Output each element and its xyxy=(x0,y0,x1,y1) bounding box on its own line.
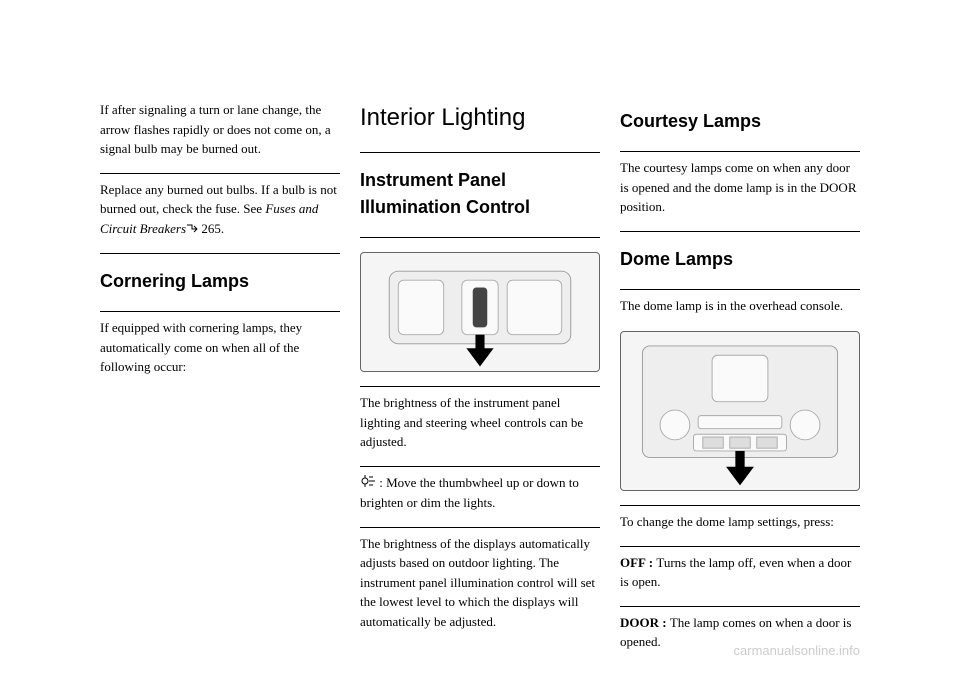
body-text: To change the dome lamp settings, press: xyxy=(620,512,860,532)
divider xyxy=(360,466,600,467)
text-fragment: : Move the thumbwheel up or down to brig… xyxy=(360,475,579,511)
body-text: Replace any burned out bulbs. If a bulb … xyxy=(100,180,340,240)
heading-cornering-lamps: Cornering Lamps xyxy=(100,268,340,295)
term-label: OFF : xyxy=(620,555,656,570)
heading-dome-lamps: Dome Lamps xyxy=(620,246,860,273)
body-text: OFF : Turns the lamp off, even when a do… xyxy=(620,553,860,592)
page-columns: If after signaling a turn or lane change… xyxy=(100,100,860,660)
heading-instrument-panel: Instrument Panel Illumination Control xyxy=(360,167,600,221)
divider xyxy=(360,237,600,238)
divider xyxy=(360,386,600,387)
column-1: If after signaling a turn or lane change… xyxy=(100,100,340,660)
divider xyxy=(620,289,860,290)
divider xyxy=(360,527,600,528)
body-text: If equipped with cornering lamps, they a… xyxy=(100,318,340,377)
divider xyxy=(100,311,340,312)
divider xyxy=(620,606,860,607)
divider xyxy=(620,231,860,232)
body-text: The dome lamp is in the overhead console… xyxy=(620,296,860,316)
divider xyxy=(360,152,600,153)
figure-thumbwheel-control xyxy=(360,252,600,372)
divider xyxy=(620,505,860,506)
body-text: The courtesy lamps come on when any door… xyxy=(620,158,860,217)
body-text: The brightness of the instrument panel l… xyxy=(360,393,600,452)
divider xyxy=(620,151,860,152)
term-label: DOOR : xyxy=(620,615,670,630)
body-text: The brightness of the displays automatic… xyxy=(360,534,600,632)
divider xyxy=(620,546,860,547)
figure-overhead-console xyxy=(620,331,860,491)
heading-courtesy-lamps: Courtesy Lamps xyxy=(620,108,860,135)
reference-icon xyxy=(186,220,198,240)
body-text: : Move the thumbwheel up or down to brig… xyxy=(360,473,600,513)
divider xyxy=(100,173,340,174)
divider xyxy=(100,253,340,254)
body-text: If after signaling a turn or lane change… xyxy=(100,100,340,159)
heading-interior-lighting: Interior Lighting xyxy=(360,100,600,136)
column-2: Interior Lighting Instrument Panel Illum… xyxy=(360,100,600,660)
text-fragment: 265. xyxy=(198,221,224,236)
thumbwheel-icon xyxy=(360,474,376,494)
column-3: Courtesy Lamps The courtesy lamps come o… xyxy=(620,100,860,660)
watermark: carmanualsonline.info xyxy=(734,641,860,661)
